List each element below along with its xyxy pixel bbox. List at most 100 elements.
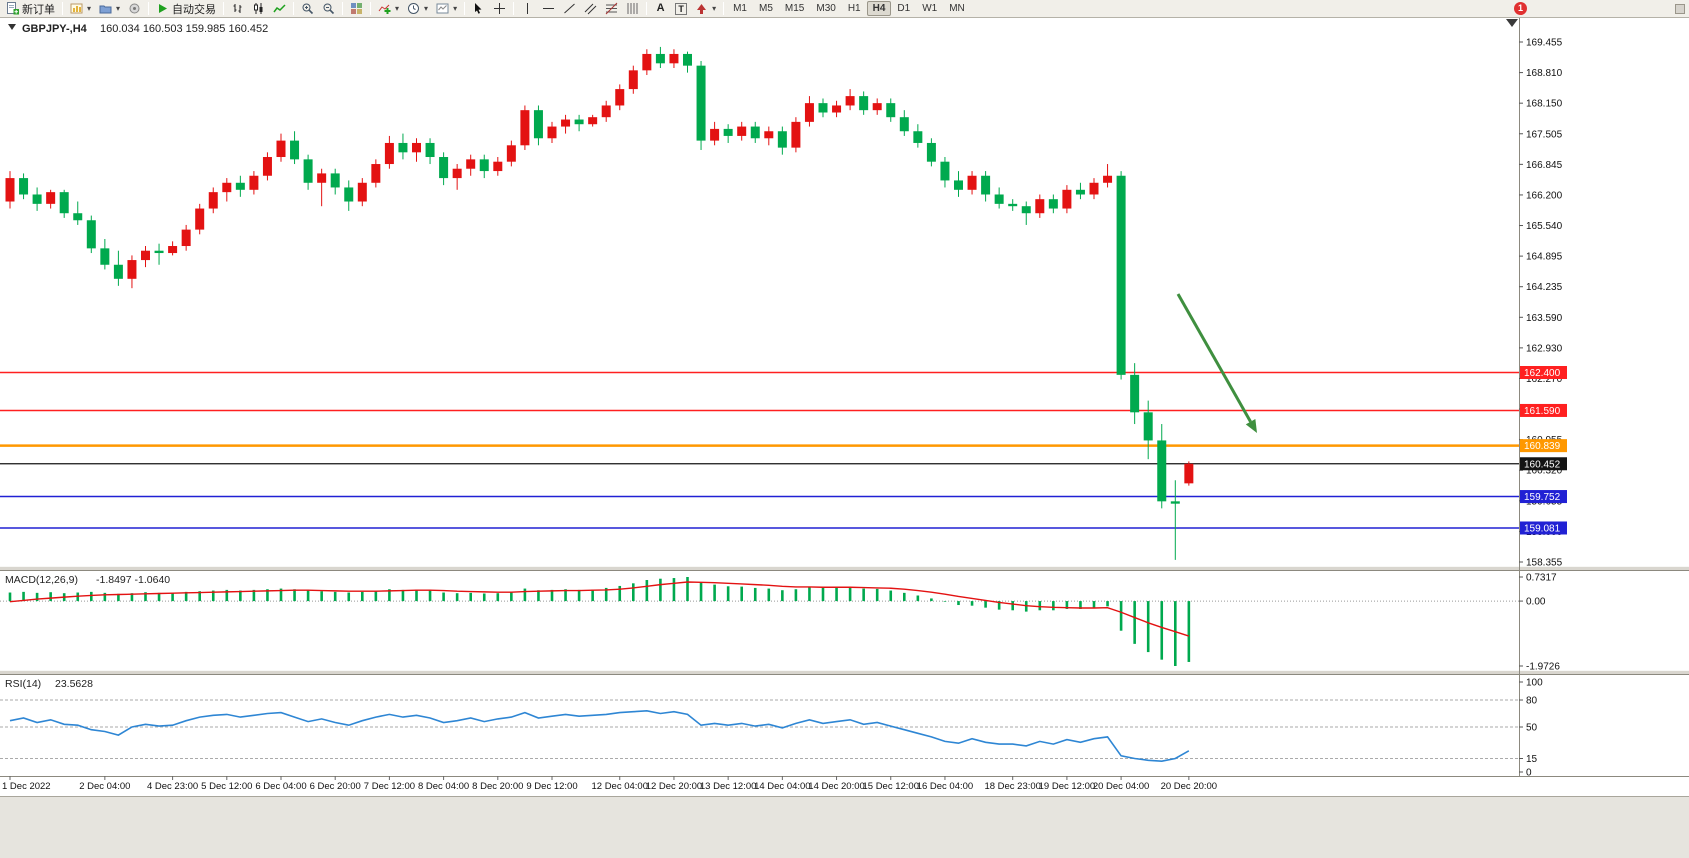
candle-body: [154, 250, 164, 254]
candle-body: [1157, 440, 1167, 502]
timeframe-h4-button[interactable]: H4: [866, 1, 892, 16]
candle-body: [777, 131, 787, 148]
price-tag: [1520, 439, 1567, 453]
fibonacci-button[interactable]: [601, 1, 622, 17]
candle-body: [235, 182, 245, 190]
channel-button[interactable]: [580, 1, 601, 17]
time-axis-label: 18 Dec 23:00: [984, 781, 1041, 792]
toolbar-separator: [62, 2, 63, 15]
zoom-out-button[interactable]: [318, 1, 339, 17]
bar-chart-button[interactable]: [227, 1, 248, 17]
toolbar-separator: [464, 2, 466, 15]
chevron-down-icon: ▾: [87, 4, 92, 13]
candle-body: [926, 142, 936, 162]
time-axis-label: 5 Dec 12:00: [201, 781, 252, 792]
candle-body: [967, 175, 977, 190]
ohlc-readout: 160.034 160.503 159.985 160.452: [100, 23, 268, 35]
candle-body: [872, 103, 882, 111]
crosshair-button[interactable]: [489, 1, 510, 17]
horizontal-line-button[interactable]: [538, 1, 559, 17]
candle-body: [696, 65, 706, 141]
text-tool-button[interactable]: A: [650, 1, 671, 17]
autotrading-button[interactable]: 自动交易: [152, 1, 220, 17]
candle-body: [1075, 189, 1085, 195]
candle-body: [818, 103, 828, 113]
indicators-button[interactable]: ▾: [374, 1, 403, 17]
chart-background: [0, 18, 1689, 796]
candlestick-chart-button[interactable]: [248, 1, 269, 17]
panel-splitter[interactable]: [0, 566, 1689, 571]
horizontal-line-icon: [543, 8, 555, 9]
toolbar-separator: [513, 2, 515, 15]
timeframe-w1-button[interactable]: W1: [922, 3, 938, 14]
toolbar-separator: [370, 2, 372, 15]
new-order-button[interactable]: 新订单: [2, 1, 59, 17]
candle-body: [1021, 206, 1031, 214]
timeframe-m1-button[interactable]: M1: [733, 3, 747, 14]
candle-body: [628, 70, 638, 90]
timeframe-d1-button[interactable]: D1: [897, 3, 911, 14]
new-chart-button[interactable]: ▾: [66, 1, 95, 17]
price-tag-label: 162.400: [1524, 368, 1561, 379]
chart-menu-icon[interactable]: [8, 24, 16, 30]
alerts-button[interactable]: [124, 1, 145, 17]
tile-windows-button[interactable]: [346, 1, 367, 17]
panel-splitter[interactable]: [0, 670, 1689, 675]
candle-body: [954, 180, 963, 190]
timeframe-m5-button[interactable]: M5: [759, 3, 773, 14]
candle-body: [804, 103, 814, 122]
vertical-line-button[interactable]: [517, 1, 538, 17]
zoom-in-button[interactable]: [297, 1, 318, 17]
text-label-tool-button[interactable]: T: [671, 1, 691, 17]
time-axis-label: 20 Dec 20:00: [1161, 781, 1218, 792]
candle-body: [1048, 199, 1058, 209]
price-axis-label: 165.540: [1526, 221, 1563, 232]
timeframe-h1-button[interactable]: H1: [847, 3, 861, 14]
shift-marker-icon[interactable]: [1506, 19, 1518, 27]
price-axis-label: 158.355: [1526, 558, 1563, 569]
macd-values: -1.8497 -1.0640: [96, 574, 170, 586]
candle-body: [195, 208, 205, 230]
candle-body: [547, 126, 557, 139]
time-axis-label: 16 Dec 04:00: [917, 781, 974, 792]
channel-icon: [584, 3, 597, 15]
candle-body: [710, 128, 720, 141]
chevron-down-icon: ▾: [395, 4, 400, 13]
notification-badge[interactable]: 1: [1514, 2, 1527, 15]
cycle-lines-button[interactable]: [622, 1, 643, 17]
trendline-button[interactable]: [559, 1, 580, 17]
templates-button[interactable]: ▾: [432, 1, 461, 17]
candle-body: [19, 178, 29, 195]
candle-body: [317, 173, 327, 183]
time-axis-label: 20 Dec 04:00: [1093, 781, 1150, 792]
annotation-arrowhead[interactable]: [1245, 418, 1257, 433]
candle-body: [845, 96, 855, 106]
timeframe-m15-button[interactable]: M15: [784, 3, 805, 14]
time-axis-label: 12 Dec 04:00: [591, 781, 648, 792]
price-tag-label: 160.452: [1524, 459, 1561, 470]
price-tag-label: 160.839: [1524, 441, 1561, 452]
timeframe-m30-button[interactable]: M30: [816, 3, 836, 14]
candle-body: [791, 121, 801, 148]
arrows-tool-button[interactable]: ▾: [691, 1, 720, 17]
rsi-axis-label: 50: [1526, 723, 1538, 734]
label-tool-label: T: [675, 2, 688, 15]
cursor-button[interactable]: [468, 1, 489, 17]
time-axis-label: 19 Dec 12:00: [1039, 781, 1096, 792]
candle-body: [452, 168, 462, 179]
cycle-lines-icon: [627, 3, 638, 14]
macd-signal-line: [9, 581, 1190, 637]
chart-area[interactable]: GBPJPY-,H4 160.034 160.503 159.985 160.45…: [0, 18, 1689, 796]
autotrading-icon: [159, 4, 168, 13]
timeframe-mn-button[interactable]: MN: [949, 3, 965, 14]
profiles-button[interactable]: ▾: [95, 1, 124, 17]
periods-button[interactable]: ▾: [403, 1, 432, 17]
annotation-arrow[interactable]: [1176, 293, 1252, 423]
time-axis-label: 6 Dec 04:00: [255, 781, 306, 792]
toolbar-handle-button[interactable]: [1675, 3, 1685, 14]
line-chart-button[interactable]: [269, 1, 290, 17]
price-tag-label: 159.081: [1524, 523, 1561, 534]
price-axis-label: 163.590: [1526, 313, 1563, 324]
price-tag: [1520, 403, 1567, 417]
price-tag: [1520, 490, 1567, 504]
